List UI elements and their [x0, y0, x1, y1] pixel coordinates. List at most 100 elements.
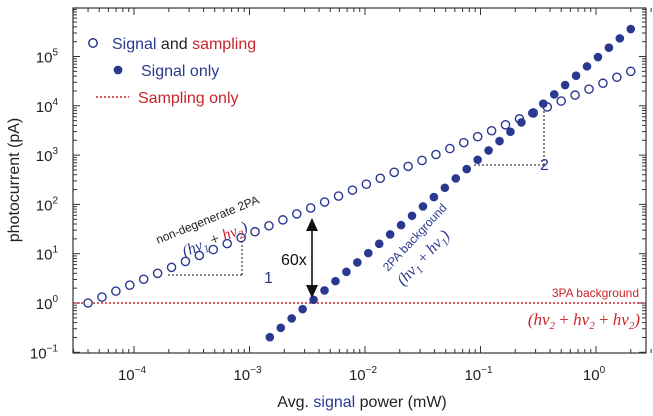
formula-nondegenerate: (hν1 + hν2): [180, 219, 251, 263]
annotation-3pa-label: 3PA background: [552, 286, 639, 300]
data-point-signal-and-sampling: [305, 203, 316, 213]
data-point-signal-and-sampling: [111, 286, 121, 296]
y-tick-label: 103: [36, 146, 59, 165]
data-point-signal-and-sampling: [612, 72, 622, 83]
data-point-signal-and-sampling: [417, 155, 427, 166]
data-point-signal-and-sampling: [375, 173, 386, 184]
axis-ticks: 10−4 10−3 10−2 10−1 100 10−1 100 101 102 103 104 10…: [30, 8, 652, 384]
data-point-signal-and-sampling: [403, 161, 413, 172]
x-tick-label: 10−3: [233, 365, 262, 384]
x-tick-label: 10−4: [118, 365, 147, 384]
data-point-signal-only: [298, 304, 307, 314]
data-point-signal-and-sampling: [625, 66, 636, 77]
data-point-signal-only: [320, 286, 329, 295]
legend-label-sampling-only: Sampling only: [138, 90, 239, 107]
data-point-signal-and-sampling: [445, 143, 455, 154]
y-tick-label: 100: [36, 294, 59, 313]
data-point-signal-and-sampling: [124, 280, 135, 290]
data-point-signal-and-sampling: [431, 149, 441, 160]
data-point-signal-only: [560, 80, 570, 90]
legend-marker-filled-circle: [113, 65, 123, 75]
arrowhead-up: [306, 218, 318, 231]
series-signal-and-sampling: [83, 66, 636, 308]
data-point-signal-only: [385, 230, 395, 239]
data-point-signal-only: [517, 118, 526, 127]
data-point-signal-and-sampling: [361, 179, 372, 190]
y-tick-label: 104: [36, 97, 59, 116]
slope-label-2: 2: [540, 157, 549, 174]
data-point-signal-only: [538, 99, 548, 109]
data-point-signal-and-sampling: [166, 262, 177, 273]
data-point-signal-and-sampling: [194, 250, 205, 261]
data-point-signal-and-sampling: [472, 131, 483, 142]
data-point-signal-and-sampling: [347, 185, 358, 195]
data-point-signal-and-sampling: [152, 268, 163, 279]
data-point-signal-only: [473, 155, 482, 165]
data-point-signal-and-sampling: [180, 256, 191, 267]
data-point-signal-only: [582, 62, 592, 71]
data-point-signal-and-sampling: [97, 292, 107, 302]
data-point-signal-only: [342, 267, 351, 277]
legend-label-signal-only: Signal only: [141, 63, 219, 80]
y-axis-label: photocurrent (pA): [6, 118, 23, 243]
y-tick-label: 10−1: [30, 343, 59, 362]
data-point-signal-and-sampling: [83, 298, 93, 308]
data-point-signal-only: [571, 71, 581, 81]
data-point-signal-and-sampling: [584, 84, 594, 94]
slope-guides: [168, 111, 545, 276]
annotation-ratio: 60x: [281, 252, 307, 269]
data-point-signal-only: [331, 276, 340, 286]
data-point-signal-only: [451, 174, 461, 183]
data-point-signal-only: [276, 323, 286, 333]
data-point-signal-only: [549, 90, 559, 99]
data-point-signal-and-sampling: [486, 125, 497, 136]
data-point-signal-only: [528, 108, 537, 118]
data-point-signal-only: [287, 314, 297, 323]
data-point-signal-only: [484, 146, 493, 155]
data-point-signal-only: [593, 52, 603, 62]
data-point-signal-and-sampling: [222, 238, 232, 249]
data-point-signal-only: [374, 239, 384, 249]
data-point-signal-and-sampling: [458, 137, 469, 148]
data-point-signal-only: [265, 332, 275, 342]
series-signal-only: [265, 24, 636, 342]
slope-label-1: 1: [264, 270, 273, 287]
y-tick-label: 101: [36, 245, 59, 264]
data-point-signal-only: [615, 34, 625, 43]
plot-frame: [72, 7, 647, 354]
data-point-signal-only: [495, 136, 504, 146]
y-tick-label: 105: [36, 48, 59, 67]
data-point-signal-only: [309, 295, 318, 305]
data-point-signal-only: [429, 192, 439, 202]
data-point-signal-and-sampling: [570, 90, 580, 100]
data-point-signal-and-sampling: [264, 220, 274, 231]
data-point-signal-and-sampling: [138, 274, 149, 285]
legend-marker-open-circle: [88, 38, 98, 48]
legend: Signal and sampling Signal only Sampling…: [88, 36, 256, 107]
x-tick-label: 100: [583, 365, 606, 384]
x-axis-label: Avg. signal power (mW): [277, 394, 447, 411]
data-point-signal-only: [353, 258, 362, 267]
formula-3pa: (hν2 + hν2 + hν2): [528, 310, 641, 332]
data-point-signal-only: [462, 164, 472, 174]
data-point-signal-and-sampling: [598, 78, 608, 89]
x-tick-label: 10−2: [349, 365, 378, 384]
x-tick-label: 10−1: [464, 365, 493, 384]
legend-label-signal-and-sampling: Signal and sampling: [112, 36, 256, 53]
data-point-signal-and-sampling: [333, 191, 344, 201]
data-point-signal-only: [407, 211, 417, 221]
data-point-signal-only: [440, 183, 450, 193]
arrowhead-down: [306, 285, 318, 298]
data-point-signal-only: [418, 202, 428, 211]
data-point-signal-and-sampling: [500, 120, 511, 130]
data-point-signal-only: [506, 127, 515, 137]
data-point-signal-and-sampling: [278, 215, 288, 225]
data-point-signal-and-sampling: [208, 244, 219, 255]
data-point-signal-and-sampling: [291, 209, 302, 219]
data-point-signal-only: [604, 43, 614, 53]
y-tick-label: 102: [36, 195, 59, 214]
data-point-signal-and-sampling: [556, 96, 566, 106]
data-point-signal-and-sampling: [250, 226, 260, 237]
data-point-signal-only: [363, 248, 373, 258]
